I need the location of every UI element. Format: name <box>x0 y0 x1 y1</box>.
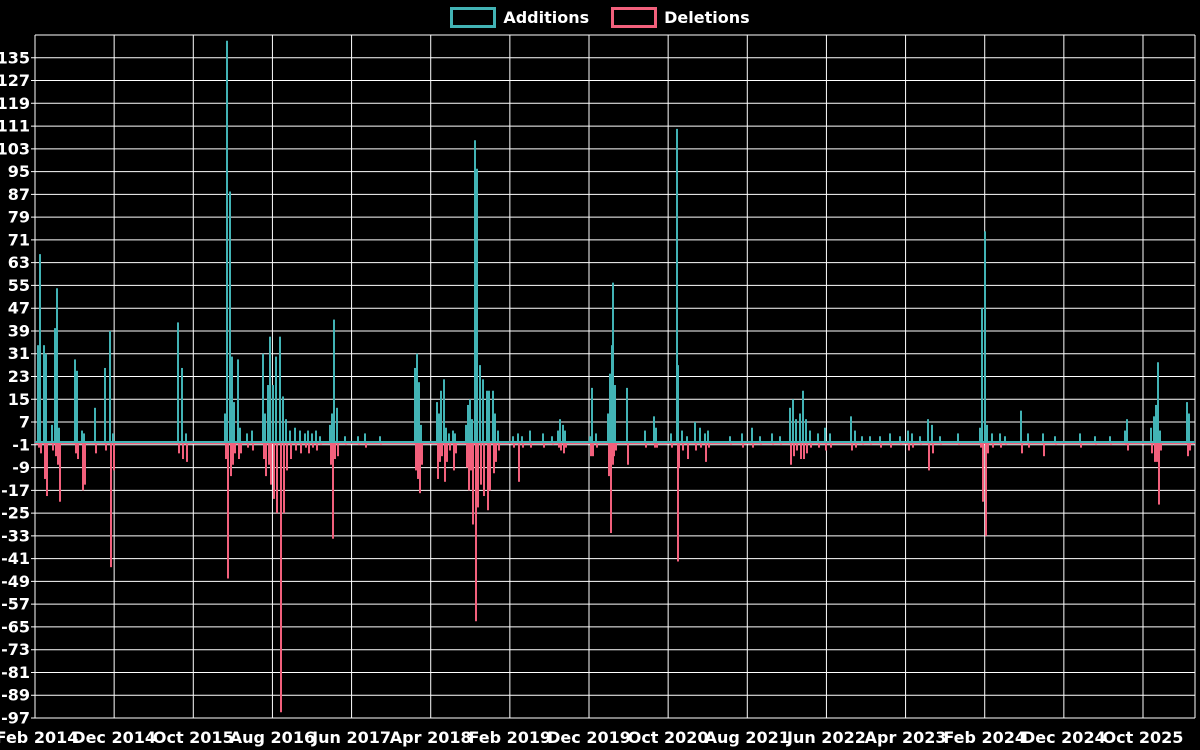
x-tick-label: Oct 2015 <box>153 728 234 747</box>
y-tick-label: -49 <box>1 572 30 591</box>
y-tick-label: 135 <box>0 48 30 67</box>
y-tick-label: -1 <box>12 435 30 454</box>
y-tick-label: 79 <box>8 208 30 227</box>
x-tick-label: Feb 2014 <box>0 728 78 747</box>
x-tick-label: Apr 2018 <box>390 728 472 747</box>
y-tick-label: -57 <box>1 595 30 614</box>
x-tick-label: Dec 2024 <box>1022 728 1106 747</box>
y-tick-label: 63 <box>8 253 30 272</box>
x-tick-label: Feb 2024 <box>943 728 1026 747</box>
y-tick-label: 39 <box>8 321 30 340</box>
y-tick-label: 127 <box>0 71 30 90</box>
additions-legend-label: Additions <box>503 7 590 27</box>
y-tick-label: 119 <box>0 94 30 113</box>
x-tick-label: Feb 2019 <box>469 728 552 747</box>
additions-swatch-icon <box>450 7 497 28</box>
deletions-swatch-icon <box>611 7 658 28</box>
x-tick-label: Dec 2019 <box>547 728 631 747</box>
y-tick-label: -73 <box>1 640 30 659</box>
x-tick-label: Aug 2021 <box>705 728 790 747</box>
y-tick-label: -89 <box>1 686 30 705</box>
x-tick-label: Aug 2016 <box>230 728 315 747</box>
x-tick-label: Jun 2022 <box>786 728 866 747</box>
y-tick-label: 47 <box>8 299 30 318</box>
y-tick-label: -81 <box>1 663 30 682</box>
y-tick-label: -65 <box>1 617 30 636</box>
legend-item-additions[interactable]: Additions <box>450 7 589 28</box>
y-tick-label: 87 <box>8 185 30 204</box>
x-tick-label: Apr 2023 <box>865 728 947 747</box>
y-tick-label: 23 <box>8 367 30 386</box>
y-tick-label: 15 <box>8 390 30 409</box>
x-tick-label: Jun 2017 <box>311 728 391 747</box>
legend-item-deletions[interactable]: Deletions <box>611 7 750 28</box>
x-tick-label: Dec 2014 <box>72 728 156 747</box>
y-tick-label: 55 <box>8 276 30 295</box>
y-tick-label: -9 <box>12 458 30 477</box>
y-tick-label: 7 <box>19 413 30 432</box>
x-tick-label: Oct 2025 <box>1103 728 1184 747</box>
y-tick-label: 111 <box>0 117 30 136</box>
y-tick-label: -17 <box>1 481 30 500</box>
y-tick-label: 95 <box>8 162 30 181</box>
y-tick-label: -97 <box>1 709 30 728</box>
y-tick-label: 31 <box>8 344 30 363</box>
y-tick-label: 71 <box>8 230 30 249</box>
x-tick-label: Oct 2020 <box>628 728 709 747</box>
chart-legend: Additions Deletions <box>0 7 1200 28</box>
y-tick-label: 103 <box>0 139 30 158</box>
deletions-legend-label: Deletions <box>664 7 750 27</box>
y-tick-label: -25 <box>1 504 30 523</box>
y-tick-label: -33 <box>1 526 30 545</box>
y-tick-label: -41 <box>1 549 30 568</box>
